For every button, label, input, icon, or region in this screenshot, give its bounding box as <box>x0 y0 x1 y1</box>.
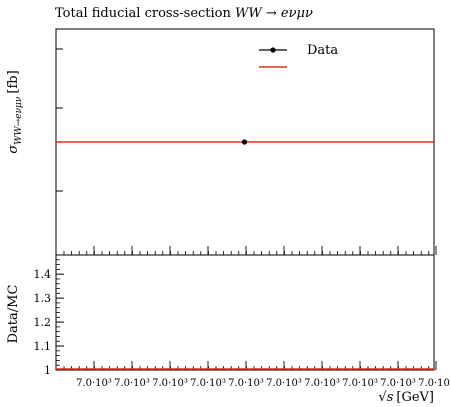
ratio-y-axis-label: Data/MC <box>6 285 21 344</box>
y-label-sigma: σ <box>6 144 21 154</box>
ratio-y-tick-label: 1 <box>44 364 51 377</box>
main-series-group <box>56 139 434 145</box>
chart-title-math: WW → eνμν <box>235 6 313 21</box>
x-tick-label: 7.0·10³ <box>266 378 302 389</box>
y-label-subscript: WW→eνμν <box>14 96 24 145</box>
chart-title: Total fiducial cross-section WW → eνμν <box>55 6 313 21</box>
ratio-x-ticks: 7.0·10³ 7.0·10³ 7.0·10³ 7.0·10³ 7.0·10³ 7.0·1… <box>63 361 450 389</box>
x-label-root: √s <box>378 390 393 405</box>
x-tick-label: 7.0·10³ <box>152 378 188 389</box>
main-y-ticks <box>56 48 63 192</box>
x-tick-label: 7.0·10³ <box>342 378 378 389</box>
x-tick-label: 7.0·10³ <box>380 378 416 389</box>
x-tick-label: 7.0·10³ <box>304 378 340 389</box>
ratio-y-tick-label: 1.2 <box>34 316 52 329</box>
chart-title-text: Total fiducial cross-section <box>55 6 235 21</box>
x-tick-label: 7.0·10³ <box>190 378 226 389</box>
ratio-y-tick-label: 1.1 <box>34 340 52 353</box>
legend-data-label: Data <box>307 43 338 58</box>
legend: Data <box>259 43 338 68</box>
ratio-y-tick-label: 1.4 <box>34 268 52 281</box>
x-tick-label: 7.0·10³ <box>418 378 450 389</box>
x-label-unit: [GeV] <box>396 390 434 405</box>
x-tick-label: 7.0·10³ <box>228 378 264 389</box>
ratio-plot-frame <box>55 254 435 371</box>
main-x-ticks <box>63 246 437 255</box>
x-axis-label: √s [GeV] <box>378 390 434 405</box>
x-tick-label: 7.0·10³ <box>114 378 150 389</box>
main-y-axis-label: σWW→eνμν [fb] <box>6 70 24 153</box>
x-tick-label: 7.0·10³ <box>76 378 112 389</box>
ratio-y-tick-label: 1.3 <box>34 292 52 305</box>
y-label-unit: [fb] <box>6 70 21 93</box>
ratio-y-ticks: 1 1.1 1.2 1.3 1.4 <box>34 259 64 377</box>
data-point <box>241 139 248 145</box>
legend-data-marker <box>270 47 276 53</box>
